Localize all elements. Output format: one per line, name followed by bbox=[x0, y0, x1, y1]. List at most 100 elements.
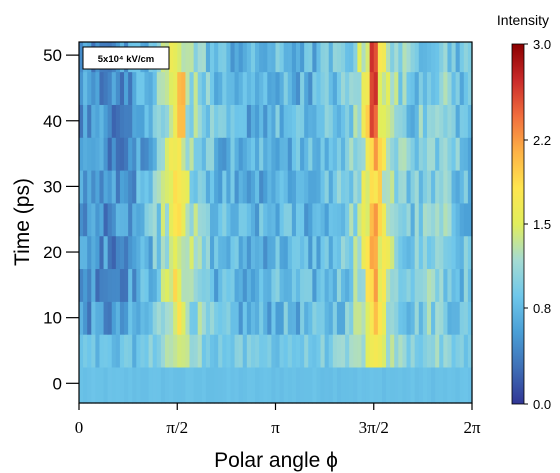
heatmap-cell bbox=[238, 334, 244, 368]
heatmap-cell bbox=[316, 366, 322, 404]
heatmap-cell bbox=[205, 202, 211, 237]
heatmap-cell bbox=[87, 202, 92, 237]
heatmap-cell bbox=[115, 268, 121, 302]
heatmap-cell bbox=[238, 268, 244, 302]
heatmap-cell bbox=[103, 268, 109, 302]
heatmap-cell bbox=[275, 366, 281, 404]
heatmap-cell bbox=[435, 334, 440, 368]
heatmap-cell bbox=[410, 71, 416, 105]
heatmap-cell bbox=[214, 42, 219, 73]
heatmap-cell bbox=[451, 334, 457, 368]
heatmap-cell bbox=[144, 268, 150, 302]
heatmap-cell bbox=[242, 104, 248, 138]
heatmap-cell bbox=[107, 268, 113, 302]
heatmap-cell bbox=[435, 366, 440, 404]
heatmap-cell bbox=[107, 169, 113, 204]
heatmap-cell bbox=[140, 71, 146, 105]
heatmap-cell bbox=[353, 42, 358, 73]
heatmap-cell bbox=[193, 334, 199, 368]
heatmap-cell bbox=[283, 268, 289, 302]
heatmap-cell bbox=[234, 301, 240, 335]
colorbar bbox=[511, 43, 525, 405]
heatmap-cell bbox=[103, 137, 109, 171]
heatmap-cell bbox=[422, 235, 428, 270]
heatmap-cell bbox=[369, 235, 375, 270]
heatmap-cell bbox=[111, 301, 117, 335]
heatmap-cell bbox=[439, 268, 444, 302]
heatmap-cell bbox=[283, 366, 289, 404]
heatmap-cell bbox=[156, 334, 162, 368]
heatmap-cell bbox=[398, 42, 403, 73]
heatmap-cell bbox=[291, 104, 297, 138]
heatmap-cell bbox=[414, 104, 420, 138]
heatmap-cell bbox=[189, 301, 195, 335]
heatmap-cell bbox=[99, 268, 105, 302]
heatmap-cell bbox=[271, 42, 277, 73]
heatmap-cell bbox=[226, 137, 232, 171]
heatmap-cell bbox=[341, 202, 346, 237]
heatmap-cell bbox=[324, 202, 330, 237]
heatmap-cell bbox=[410, 334, 416, 368]
heatmap-cell bbox=[365, 366, 371, 404]
heatmap-cell bbox=[439, 42, 444, 73]
heatmap-cell bbox=[406, 268, 412, 302]
heatmap-cell bbox=[79, 366, 84, 404]
heatmap-cell bbox=[246, 169, 252, 204]
heatmap-cell bbox=[402, 202, 408, 237]
heatmap-cell bbox=[128, 71, 133, 105]
heatmap-cell bbox=[79, 235, 84, 270]
heatmap-cell bbox=[463, 301, 469, 335]
heatmap-cell bbox=[128, 366, 133, 404]
heatmap-cell bbox=[300, 137, 305, 171]
x-tick-label: 2π bbox=[463, 418, 481, 437]
heatmap-cell bbox=[279, 42, 285, 73]
heatmap-cell bbox=[169, 334, 174, 368]
heatmap-cell bbox=[328, 104, 334, 138]
heatmap-cell bbox=[353, 301, 358, 335]
heatmap-cell bbox=[144, 301, 150, 335]
heatmap-cell bbox=[406, 366, 412, 404]
heatmap-cell bbox=[447, 42, 453, 73]
heatmap-cell bbox=[144, 235, 150, 270]
heatmap-cell bbox=[377, 202, 383, 237]
heatmap-cell bbox=[377, 137, 383, 171]
heatmap-cell bbox=[336, 137, 342, 171]
heatmap-cell bbox=[336, 104, 342, 138]
heatmap-cell bbox=[238, 169, 244, 204]
heatmap-cell bbox=[455, 235, 461, 270]
heatmap-cell bbox=[398, 334, 403, 368]
heatmap-cell bbox=[99, 334, 105, 368]
heatmap-cell bbox=[283, 137, 289, 171]
heatmap-cell bbox=[316, 202, 322, 237]
heatmap-cell bbox=[435, 137, 440, 171]
heatmap-cell bbox=[173, 235, 178, 270]
heatmap-cell bbox=[345, 366, 350, 404]
heatmap-cell bbox=[467, 42, 473, 73]
heatmap-cell bbox=[177, 235, 182, 270]
heatmap-cell bbox=[295, 301, 301, 335]
colorbar-title: Intensity bbox=[497, 12, 549, 28]
heatmap-cell bbox=[197, 42, 203, 73]
heatmap-cell bbox=[259, 71, 264, 105]
heatmap-cell bbox=[345, 334, 350, 368]
heatmap-cell bbox=[287, 366, 293, 404]
heatmap-cell bbox=[169, 71, 174, 105]
heatmap-cell bbox=[398, 366, 403, 404]
heatmap-cell bbox=[275, 235, 281, 270]
heatmap-cell bbox=[365, 202, 371, 237]
heatmap-cell bbox=[332, 268, 338, 302]
heatmap-cell bbox=[447, 137, 453, 171]
heatmap-cell bbox=[99, 169, 105, 204]
heatmap-cell bbox=[140, 334, 146, 368]
heatmap-cell bbox=[193, 301, 199, 335]
heatmap-cell bbox=[287, 268, 293, 302]
heatmap-cell bbox=[447, 71, 453, 105]
heatmap-cell bbox=[169, 104, 174, 138]
heatmap-cell bbox=[189, 71, 195, 105]
heatmap-cell bbox=[320, 42, 326, 73]
heatmap-cell bbox=[324, 137, 330, 171]
heatmap-cell bbox=[87, 334, 92, 368]
heatmap-cell bbox=[394, 235, 399, 270]
heatmap-cell bbox=[402, 268, 408, 302]
heatmap-cell bbox=[107, 366, 113, 404]
